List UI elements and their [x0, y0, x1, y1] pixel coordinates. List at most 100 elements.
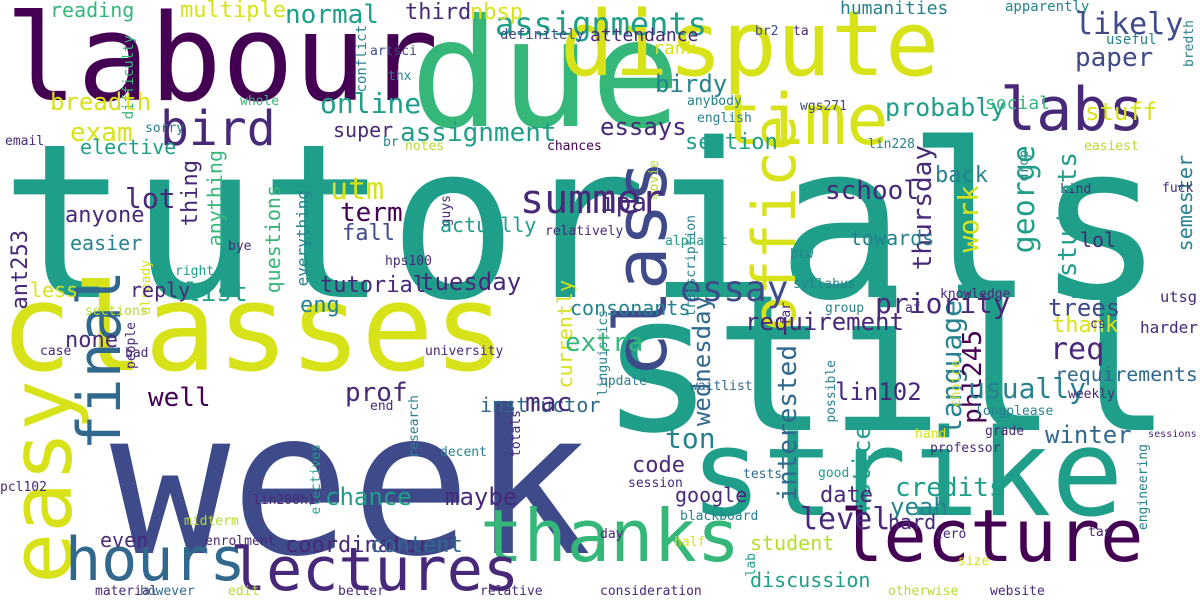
word: students [1053, 152, 1083, 278]
word: due [410, 0, 681, 162]
word: consonants [570, 296, 691, 320]
word: right [175, 264, 215, 279]
word: waitlist [690, 379, 753, 394]
word: notes [405, 139, 445, 154]
word: thing [178, 160, 203, 227]
word: case [40, 344, 72, 359]
word: ipa [600, 188, 647, 218]
word: thanks [480, 494, 741, 578]
word: relatively [545, 224, 624, 239]
word: tests [743, 467, 783, 482]
word: labour [5, 0, 439, 129]
word: req [1050, 332, 1105, 367]
word: alphabet [665, 234, 728, 249]
word: relative [480, 584, 543, 599]
word: tutorial [320, 273, 426, 298]
word: edit [228, 584, 260, 599]
word: lin228 [868, 137, 915, 152]
word: enrolment [205, 534, 276, 549]
word: nbsp [470, 0, 523, 25]
word: essays [600, 113, 687, 141]
word: credits [895, 473, 1005, 503]
word: third [405, 0, 472, 25]
word: requirements [1055, 363, 1198, 386]
word: date [820, 483, 873, 508]
word: george [1007, 145, 1042, 254]
word: professor [930, 441, 1001, 456]
word: assignment [400, 118, 557, 148]
word: still [600, 254, 1172, 475]
word: bye [228, 239, 252, 254]
word: website [990, 584, 1045, 599]
word: br [383, 135, 399, 150]
word: birdy [655, 70, 728, 98]
word: anything [203, 150, 227, 247]
word: anybody [687, 94, 742, 109]
word: grade [985, 424, 1025, 439]
word: btw [790, 247, 814, 262]
word: wgs271 [800, 99, 847, 114]
word: elective [80, 135, 177, 159]
word: likely [1075, 7, 1184, 42]
word: strike [690, 405, 1124, 544]
word: paper [1075, 43, 1154, 73]
word: lecture [840, 494, 1144, 578]
word: conflict [354, 25, 370, 93]
word: br2 [755, 24, 779, 39]
word: bad [125, 346, 149, 361]
word: dispute [560, 0, 940, 97]
word: google [675, 483, 748, 507]
word: multiple [180, 0, 286, 23]
word: utsg [1160, 288, 1198, 306]
word: semester [1173, 155, 1197, 252]
word: eng [300, 293, 340, 318]
word: useful [1106, 32, 1157, 48]
word: engineering [1136, 444, 1151, 531]
word: week [110, 368, 592, 600]
word: syllabus [793, 277, 856, 292]
word: pcl102 [0, 480, 47, 495]
word: tutorials [0, 97, 1165, 348]
word: bredth [1182, 20, 1197, 67]
word: assignments [495, 5, 707, 43]
word: thank [1052, 313, 1119, 338]
word: sorry [145, 121, 185, 136]
word: harder [1140, 318, 1198, 337]
word: reading [50, 0, 135, 22]
word: wednesday [688, 296, 716, 427]
word: probably [885, 93, 1006, 122]
word: day [600, 527, 624, 542]
word: hours [65, 525, 246, 595]
word: knowledge [940, 287, 1011, 302]
word: less [30, 278, 79, 302]
word: section [685, 130, 778, 155]
word: hps100 [385, 254, 432, 269]
word: actually [440, 213, 537, 237]
word: hard [888, 510, 937, 534]
word: kind [1060, 182, 1092, 197]
word: trees [1048, 294, 1121, 322]
word: lol [1080, 228, 1117, 252]
word: even [100, 528, 149, 552]
word: fall [342, 221, 395, 246]
word: size [958, 554, 990, 569]
word: rank [653, 38, 697, 59]
word: decent [440, 445, 487, 460]
word: attendance [590, 25, 699, 46]
word: priority [875, 287, 1010, 320]
word: final [65, 270, 135, 451]
word: easiest [1084, 139, 1139, 154]
word: instructor [480, 393, 601, 417]
word: lin200h1 [253, 493, 316, 508]
word: email [5, 134, 45, 149]
word: lab [744, 553, 759, 577]
word: university [425, 344, 504, 359]
word: easier [70, 231, 143, 255]
word: discussion [750, 568, 871, 592]
word: prof [345, 378, 408, 408]
word: time [720, 79, 889, 161]
word: super [333, 118, 394, 142]
word: half [674, 535, 706, 550]
word: chances [547, 139, 602, 154]
